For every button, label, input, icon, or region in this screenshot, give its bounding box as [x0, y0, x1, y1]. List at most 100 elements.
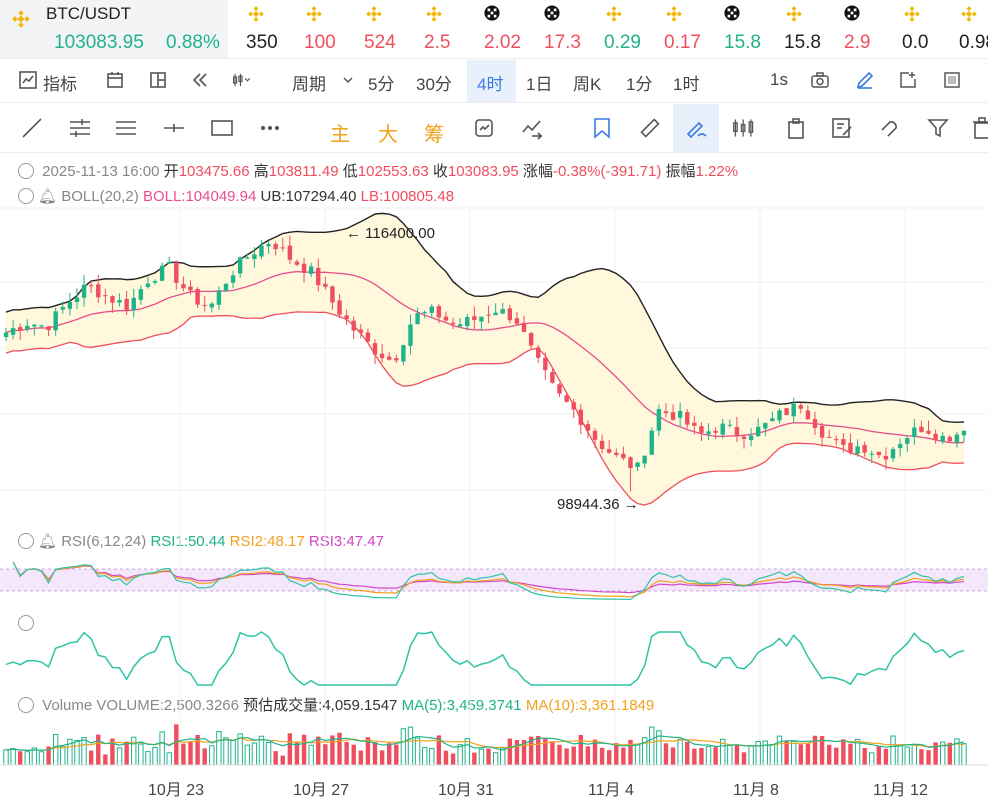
- ticker-item[interactable]: 100: [290, 0, 348, 58]
- horizontal-line-icon[interactable]: [162, 116, 186, 140]
- ticker-item[interactable]: 2.02: [470, 0, 528, 58]
- volume-bar: [699, 747, 704, 765]
- edit-note-icon[interactable]: [830, 116, 854, 140]
- trash-icon[interactable]: [970, 116, 988, 140]
- candle-body: [557, 384, 562, 394]
- collapse-icon[interactable]: [18, 163, 34, 179]
- candle-body: [46, 326, 51, 331]
- change-label: 涨幅: [522, 163, 553, 180]
- volume-bar: [536, 735, 541, 765]
- volume-bar: [841, 739, 846, 765]
- candle-body: [287, 245, 293, 260]
- layout-icon[interactable]: [105, 70, 125, 90]
- trend-line-icon[interactable]: [20, 116, 44, 140]
- filter-icon[interactable]: [926, 116, 950, 140]
- sync-icon[interactable]: [472, 116, 496, 140]
- refresh-interval[interactable]: 1s: [770, 70, 788, 89]
- open-label: 开: [163, 163, 179, 180]
- ticker-item[interactable]: 17.3: [530, 0, 588, 58]
- ticker-item[interactable]: 524: [350, 0, 408, 58]
- ticker-item[interactable]: 350: [232, 0, 290, 58]
- ticker-item[interactable]: 0.0: [888, 0, 946, 58]
- binance-icon: [904, 6, 920, 22]
- main-force-button[interactable]: 主: [330, 124, 350, 146]
- ticker-item[interactable]: 2.5: [410, 0, 468, 58]
- big-order-button[interactable]: 大: [378, 124, 398, 146]
- camera-icon[interactable]: [810, 70, 830, 90]
- timeframe-1m[interactable]: 1分: [626, 75, 653, 94]
- ticker-item[interactable]: 15.8: [770, 0, 828, 58]
- timeframe-1h[interactable]: 1时: [673, 75, 700, 94]
- volume-bar: [351, 744, 356, 765]
- candle-body: [280, 247, 285, 249]
- collapse-icon[interactable]: [18, 697, 34, 713]
- brush-icon[interactable]: [684, 116, 708, 140]
- collapse-icon[interactable]: [18, 533, 34, 549]
- fullscreen-icon[interactable]: [942, 70, 962, 90]
- volume-bar: [557, 744, 562, 765]
- candles-icon[interactable]: [732, 116, 756, 140]
- volume-bar: [195, 734, 200, 765]
- candle-body: [110, 296, 115, 303]
- volume-bar: [181, 743, 186, 765]
- indicator-icon[interactable]: [18, 70, 38, 90]
- timeframe-1w[interactable]: 周K: [573, 75, 602, 94]
- measure-icon[interactable]: [520, 116, 544, 140]
- volume-bar: [748, 745, 754, 766]
- ticker-item[interactable]: 0.17: [650, 0, 708, 58]
- ticker-item-value: 0.17: [664, 32, 701, 53]
- pen-icon[interactable]: [855, 70, 875, 90]
- candle-body: [784, 408, 789, 416]
- chevron-down-icon[interactable]: [338, 70, 358, 90]
- ticker-item[interactable]: 0.29: [590, 0, 648, 58]
- volume-bar: [273, 751, 278, 765]
- volume-bar: [784, 740, 789, 765]
- parallel-lines-icon[interactable]: [68, 116, 92, 140]
- rectangle-icon[interactable]: [210, 116, 234, 140]
- volume-bar: [578, 734, 583, 765]
- grid-layout-icon[interactable]: [148, 70, 168, 90]
- timeframe-30m[interactable]: 30分: [416, 75, 452, 94]
- rewind-icon[interactable]: [190, 70, 210, 90]
- ticker-price: 103083.95: [54, 32, 144, 53]
- timeframe-4h[interactable]: 4时: [477, 75, 504, 94]
- ticker-item[interactable]: 0.98: [945, 0, 988, 58]
- candle-body: [81, 284, 87, 298]
- collapse-icon[interactable]: [18, 188, 34, 204]
- ruler-icon[interactable]: [638, 116, 662, 140]
- indicator-button[interactable]: 指标: [43, 75, 77, 94]
- candle-body: [39, 325, 44, 327]
- candle-body: [734, 426, 740, 436]
- volume-bar: [961, 743, 967, 766]
- clipboard-icon[interactable]: [784, 116, 808, 140]
- add-window-icon[interactable]: [898, 70, 918, 90]
- candle-body: [947, 436, 953, 442]
- timeframe-1d[interactable]: 1日: [526, 75, 553, 94]
- volume-bar: [805, 743, 811, 765]
- ticker-pair-btc[interactable]: BTC/USDT 103083.95 0.88%: [0, 0, 228, 58]
- candle-body: [791, 403, 796, 417]
- volume-bar: [919, 749, 924, 765]
- volume-bar: [230, 739, 236, 766]
- magnet-icon[interactable]: [876, 116, 900, 140]
- volume-bar: [131, 736, 137, 766]
- channel-icon[interactable]: [114, 116, 138, 140]
- volume-bar: [280, 755, 285, 765]
- more-icon[interactable]: [258, 116, 282, 140]
- chips-button[interactable]: 筹: [424, 124, 444, 146]
- candle-type-icon[interactable]: [232, 70, 252, 90]
- volume-bar: [216, 731, 222, 766]
- period-button[interactable]: 周期: [292, 75, 326, 94]
- active-timeframe-highlight: [467, 60, 516, 102]
- timeframe-5m[interactable]: 5分: [368, 75, 395, 94]
- candle-body: [869, 453, 874, 455]
- bookmark-icon[interactable]: [590, 116, 614, 140]
- candle-body: [883, 455, 889, 460]
- ticker-item[interactable]: 15.8: [710, 0, 768, 58]
- expand-icon[interactable]: [18, 615, 34, 631]
- sub-indicator-toggle[interactable]: [18, 615, 38, 632]
- candle-body: [167, 262, 172, 264]
- ticker-item[interactable]: 2.9: [830, 0, 888, 58]
- candle-body: [351, 320, 356, 331]
